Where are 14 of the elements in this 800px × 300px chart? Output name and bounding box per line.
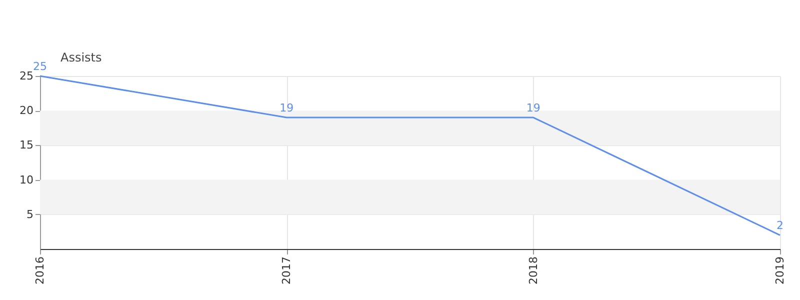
y-axis-title: Assists: [60, 50, 102, 64]
x-tick-label: 2016: [34, 256, 46, 284]
y-tick-label: 5: [26, 208, 34, 221]
data-label: 19: [280, 102, 294, 115]
data-label: 2: [776, 219, 784, 232]
y-tick-label: 15: [20, 138, 34, 152]
x-tick-label: 2018: [526, 256, 540, 284]
x-tick-label: 2019: [774, 256, 786, 284]
x-tick-label: 2017: [280, 256, 294, 284]
y-tick-label: 20: [20, 104, 34, 118]
data-label: 19: [526, 102, 540, 115]
y-tick-label: 25: [20, 70, 34, 82]
data-label: 25: [33, 60, 47, 73]
y-tick-label: 10: [20, 173, 34, 186]
